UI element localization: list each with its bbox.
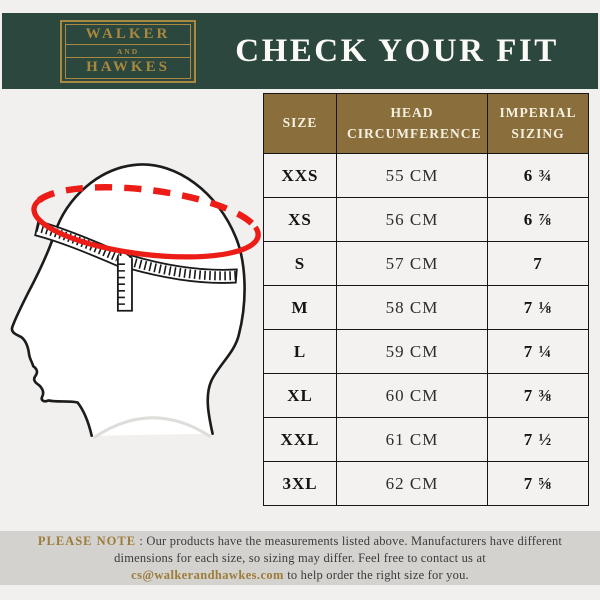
header-banner: WALKER AND HAWKES CHECK YOUR FIT (2, 13, 598, 89)
size-value: XXL (263, 417, 337, 462)
size-value: M (263, 285, 337, 330)
brand-word-and: AND (66, 43, 190, 59)
imperial-value: 7 ½ (487, 417, 589, 462)
table-row: XXS 55 CM 6 ¾ (263, 153, 589, 198)
footer-text-line3: to help order the right size for you. (283, 567, 469, 582)
table-row: S 57 CM 7 (263, 241, 589, 286)
imperial-value: 6 ¾ (487, 153, 589, 198)
footer-text-line1: : Our products have the measurements lis… (136, 533, 563, 548)
size-value: L (263, 329, 337, 374)
circumference-value: 58 CM (336, 285, 488, 330)
table-row: XL 60 CM 7 ⅜ (263, 373, 589, 418)
size-chart-table: SIZE HEAD CIRCUMFERENCE IMPERIAL SIZING … (263, 93, 589, 506)
brand-word-walker: WALKER (85, 25, 171, 42)
footer-note: PLEASE NOTE : Our products have the meas… (0, 531, 600, 585)
circumference-value: 62 CM (336, 461, 488, 506)
brand-logo-frame: WALKER AND HAWKES (65, 23, 191, 79)
brand-logo: WALKER AND HAWKES (60, 19, 196, 83)
circumference-value: 55 CM (336, 153, 488, 198)
circumference-value: 59 CM (336, 329, 488, 374)
table-row: L 59 CM 7 ¼ (263, 329, 589, 374)
brand-word-hawkes: HAWKES (86, 59, 170, 76)
imperial-value: 7 ⅝ (487, 461, 589, 506)
size-value: 3XL (263, 461, 337, 506)
column-header-size: SIZE (263, 93, 337, 154)
size-value: XXS (263, 153, 337, 198)
circumference-value: 57 CM (336, 241, 488, 286)
imperial-value: 7 ¼ (487, 329, 589, 374)
table-header-row: SIZE HEAD CIRCUMFERENCE IMPERIAL SIZING (263, 93, 589, 154)
head-measurement-illustration (10, 163, 261, 440)
table-row: M 58 CM 7 ⅛ (263, 285, 589, 330)
imperial-value: 7 ⅜ (487, 373, 589, 418)
circumference-line (31, 184, 261, 260)
imperial-value: 7 ⅛ (487, 285, 589, 330)
imperial-value: 7 (487, 241, 589, 286)
table-row: XS 56 CM 6 ⅞ (263, 197, 589, 242)
page-title: CHECK YOUR FIT (235, 32, 559, 69)
imperial-value: 6 ⅞ (487, 197, 589, 242)
contact-email-link[interactable]: cs@walkerandhawkes.com (131, 567, 284, 582)
footer-text-line2: dimensions for each size, so sizing may … (114, 550, 486, 565)
column-header-imperial: IMPERIAL SIZING (487, 93, 589, 154)
circumference-value: 56 CM (336, 197, 488, 242)
please-note-label: PLEASE NOTE (37, 533, 137, 548)
circumference-value: 61 CM (336, 417, 488, 462)
size-value: XL (263, 373, 337, 418)
tape-ticks-right (128, 257, 237, 281)
circumference-line-dashed (36, 184, 258, 230)
table-row: XXL 61 CM 7 ½ (263, 417, 589, 462)
size-value: XS (263, 197, 337, 242)
table-row: 3XL 62 CM 7 ⅝ (263, 461, 589, 506)
circumference-line-solid (31, 198, 261, 260)
shoulder-shading (92, 416, 212, 440)
size-value: S (263, 241, 337, 286)
column-header-circumference: HEAD CIRCUMFERENCE (336, 93, 488, 154)
circumference-value: 60 CM (336, 373, 488, 418)
